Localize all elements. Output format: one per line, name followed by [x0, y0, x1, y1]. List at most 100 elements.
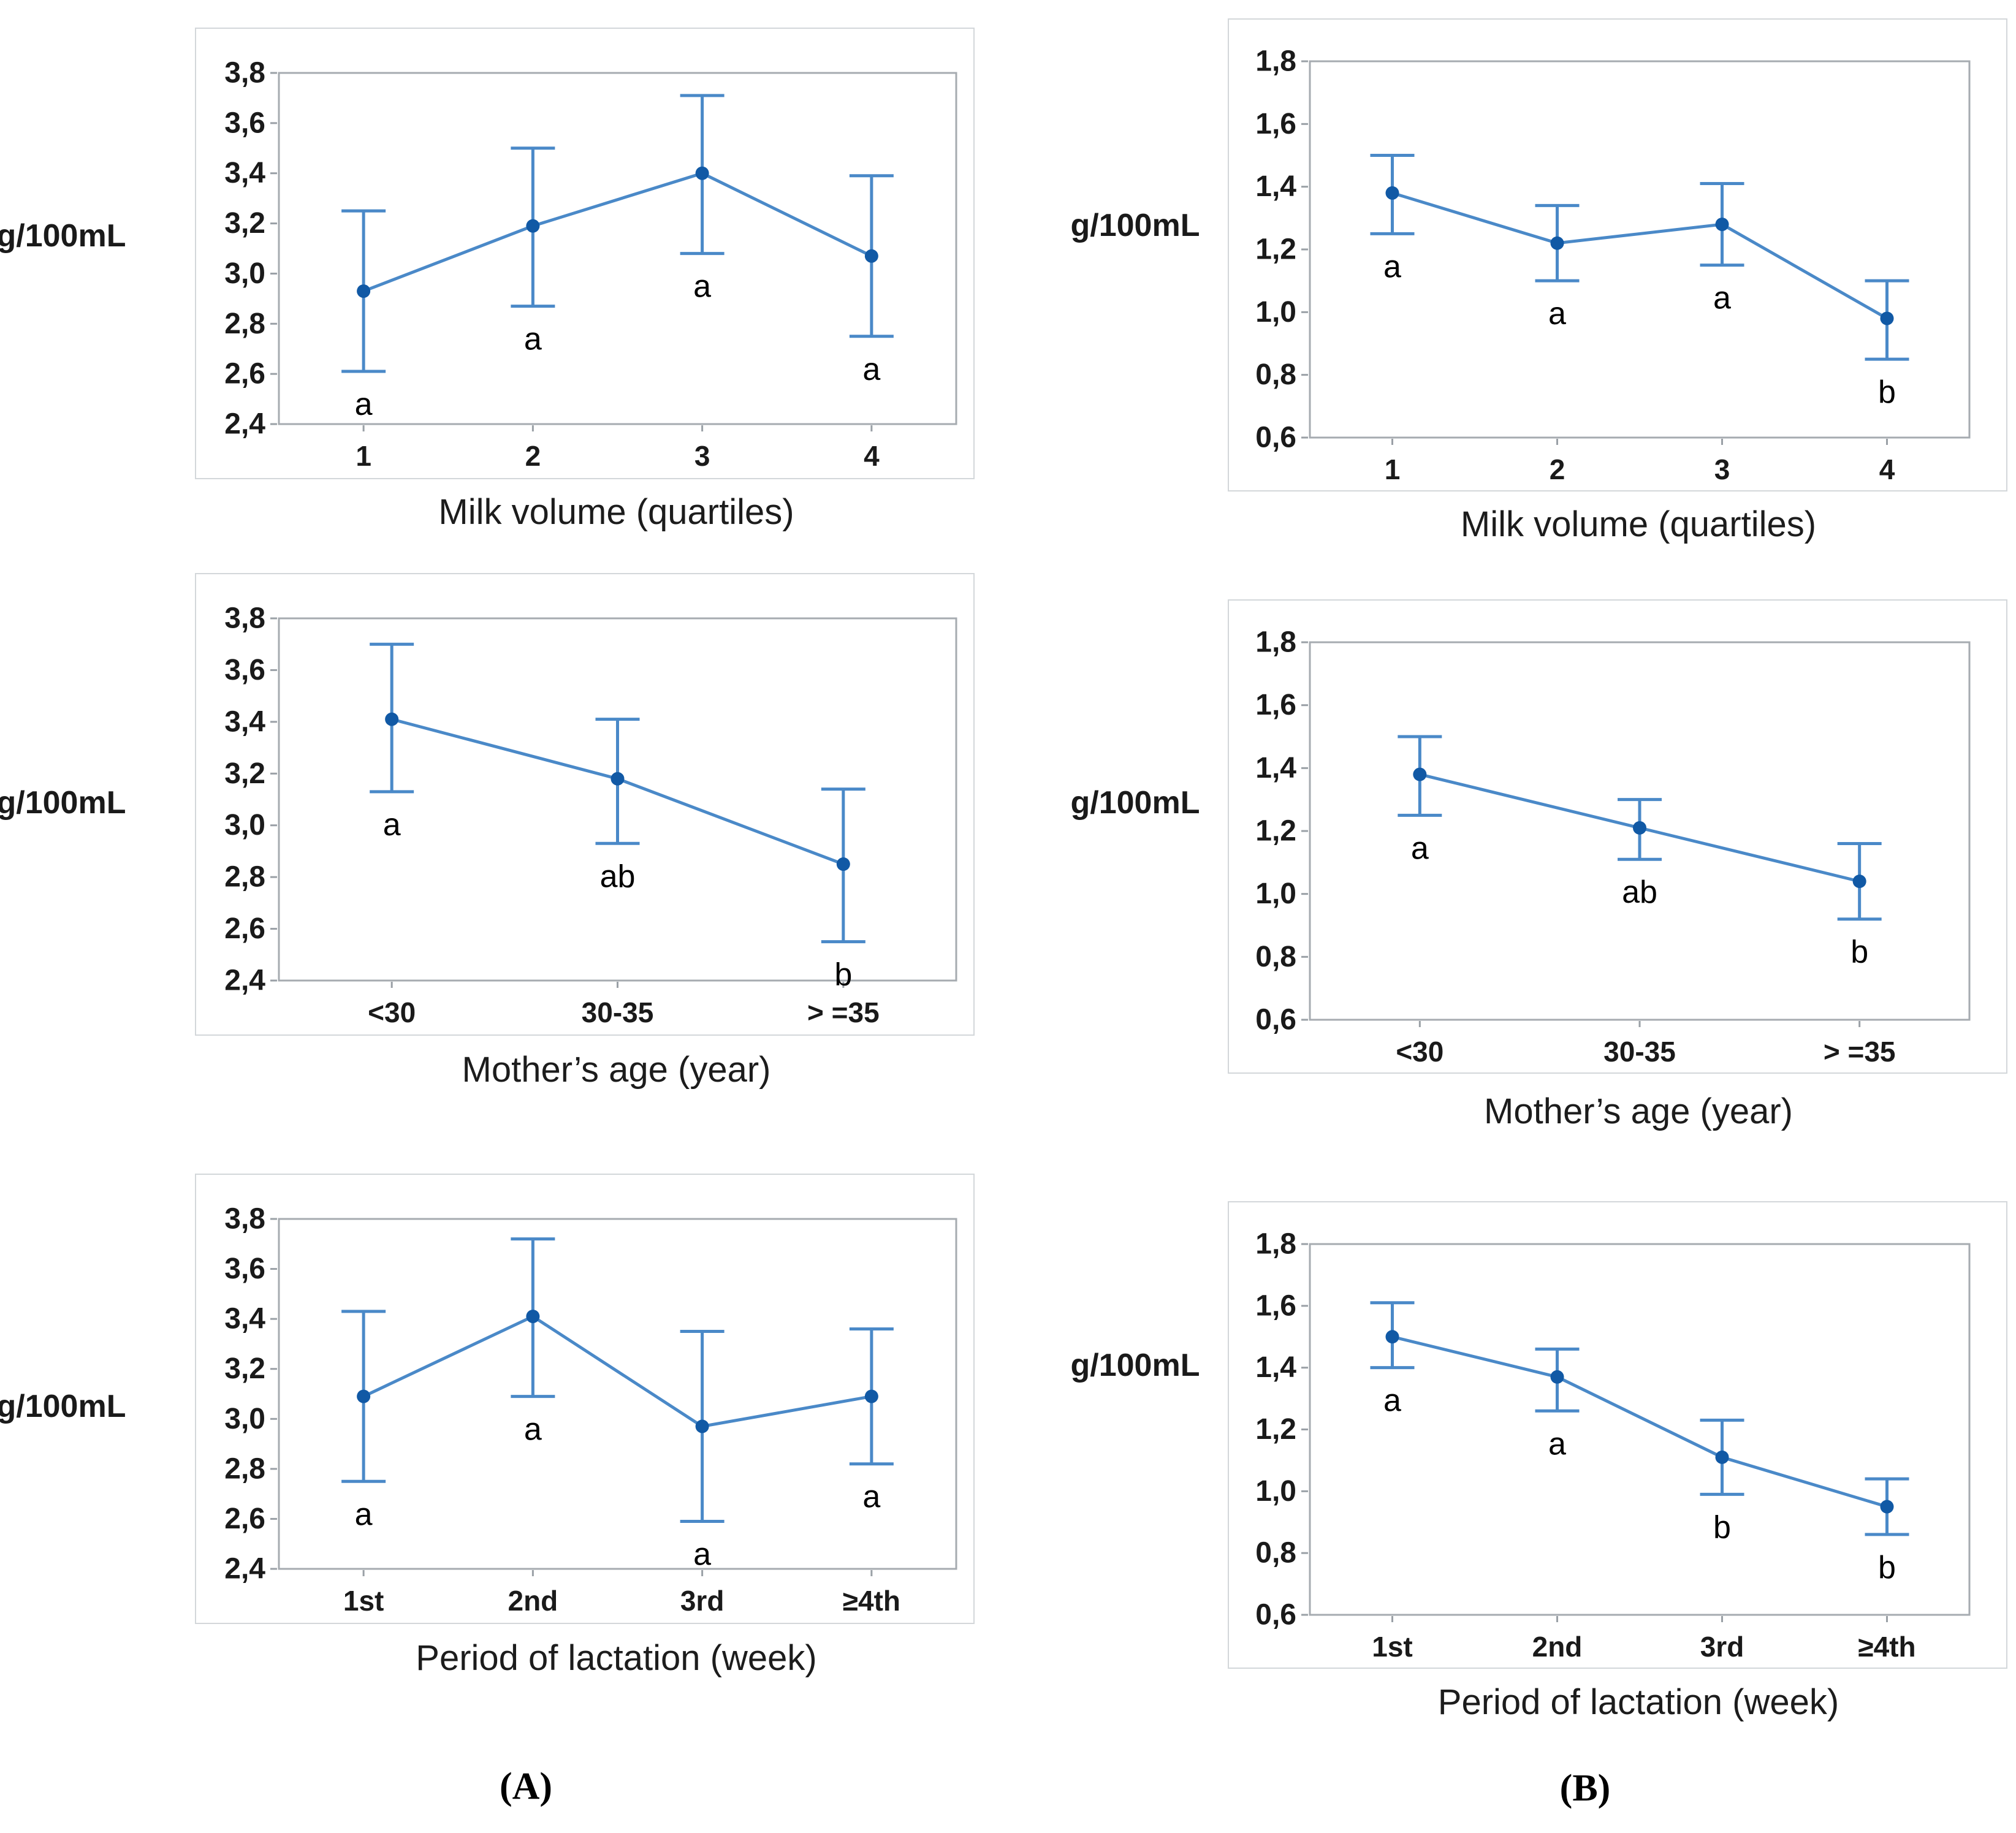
y-axis-unit-label-a3: g/100mL — [0, 1389, 126, 1424]
caption-a: (A) — [499, 1765, 553, 1807]
significance-letter: b — [834, 957, 852, 993]
significance-letter: a — [693, 1537, 711, 1573]
y-tick-label: 0,6 — [1255, 1599, 1296, 1631]
y-axis-unit-label-a1: g/100mL — [0, 218, 126, 254]
data-point — [836, 857, 850, 871]
data-point — [1550, 1370, 1564, 1384]
x-tick-label: ≥4th — [843, 1585, 900, 1617]
y-tick-label: 3,8 — [224, 1203, 265, 1235]
x-tick-label: 1st — [1372, 1631, 1412, 1663]
significance-letter: a — [1713, 281, 1731, 316]
panel-a-milk-volume: 3,8 3,6 3,4 3,2 3,0 2,8 2,6 2,4 1 2 3 4 a a a a — [195, 28, 975, 479]
y-tick-label: 0,8 — [1255, 359, 1296, 391]
x-tick-label: 30-35 — [582, 996, 654, 1028]
y-tick-label: 1,2 — [1255, 233, 1296, 266]
plot-frame — [278, 1218, 957, 1570]
significance-letter: a — [862, 1479, 880, 1515]
significance-letter: a — [693, 269, 711, 305]
x-tick-label: 4 — [864, 440, 880, 472]
y-tick-label: 3,4 — [224, 705, 265, 738]
y-tick-label: 2,8 — [224, 1452, 265, 1485]
chart-a-mothers-age: 3,8 3,6 3,4 3,2 3,0 2,8 2,6 2,4 <30 30-35 > =35 a ab… — [224, 602, 957, 1028]
y-tick-label: 0,6 — [1255, 422, 1296, 454]
y-tick-label: 3,2 — [224, 1353, 265, 1385]
y-tick-label: 3,6 — [224, 654, 265, 686]
plot-frame — [278, 72, 957, 425]
plot-frame — [1309, 1243, 1971, 1616]
y-tick-label: 1,4 — [1255, 170, 1296, 203]
significance-letter: b — [1851, 935, 1868, 970]
x-axis-title-b2: Mother’s age (year) — [1484, 1091, 1793, 1131]
x-tick-label: 2nd — [508, 1585, 558, 1617]
data-point — [611, 772, 625, 786]
data-point — [1385, 1330, 1399, 1344]
y-tick-label: 1,6 — [1255, 1289, 1296, 1322]
y-tick-label: 3,4 — [224, 157, 265, 189]
y-tick-label: 2,6 — [224, 358, 265, 390]
panel-a-lactation-period: 3,8 3,6 3,4 3,2 3,0 2,8 2,6 2,4 1st 2nd 3rd ≥4th a a a… — [195, 1174, 975, 1624]
x-tick-label: 1st — [343, 1585, 384, 1617]
caption-b: (B) — [1559, 1767, 1611, 1809]
x-tick-label: 3rd — [1700, 1631, 1744, 1663]
y-tick-label: 3,0 — [224, 257, 265, 290]
x-tick-label: 1 — [356, 440, 371, 472]
x-tick-label: 30-35 — [1603, 1036, 1676, 1068]
y-tick-label: 0,6 — [1255, 1004, 1296, 1036]
data-point — [864, 1389, 878, 1403]
x-tick-label: 3 — [1714, 454, 1730, 485]
x-axis-title-b1: Milk volume (quartiles) — [1460, 504, 1817, 544]
y-tick-label: 2,8 — [224, 308, 265, 340]
data-point — [385, 712, 399, 726]
y-tick-label: 3,8 — [224, 602, 265, 635]
series-line — [1391, 1335, 1888, 1508]
significance-letter: b — [1878, 1550, 1896, 1585]
y-tick-label: 0,8 — [1255, 1537, 1296, 1569]
x-axis-title-a3: Period of lactation (week) — [416, 1638, 817, 1678]
y-tick-label: 2,6 — [224, 1503, 265, 1535]
chart-b-milk-volume: 1,8 1,6 1,4 1,2 1,0 0,8 0,6 1 2 3 4 a a a b — [1255, 45, 1971, 485]
significance-letter: a — [524, 1412, 542, 1448]
x-tick-label: > =35 — [1824, 1036, 1896, 1068]
y-axis-unit-label-a2: g/100mL — [0, 785, 126, 821]
y-tick-label: 2,6 — [224, 913, 265, 945]
data-point — [526, 1310, 540, 1324]
y-tick-label: 2,4 — [224, 408, 265, 441]
x-tick-label: 4 — [1879, 454, 1895, 485]
chart-a-milk-volume: 3,8 3,6 3,4 3,2 3,0 2,8 2,6 2,4 1 2 3 4 a a a a — [224, 57, 957, 472]
y-tick-label: 1,6 — [1255, 108, 1296, 140]
plot-frame — [1309, 641, 1971, 1021]
x-tick-label: ≥4th — [1858, 1631, 1915, 1663]
plot-frame — [278, 617, 957, 982]
panel-b-lactation-period: 1,8 1,6 1,4 1,2 1,0 0,8 0,6 1st 2nd 3rd ≥4th a a b b — [1228, 1201, 2007, 1669]
data-point — [864, 249, 878, 263]
y-tick-label: 1,4 — [1255, 752, 1296, 784]
y-tick-label: 3,2 — [224, 207, 265, 240]
y-tick-label: 2,8 — [224, 861, 265, 894]
series-line — [363, 1315, 872, 1429]
x-tick-label: 3rd — [680, 1585, 725, 1617]
y-tick-label: 3,8 — [224, 57, 265, 89]
y-tick-label: 2,4 — [224, 1553, 265, 1585]
data-point — [1633, 821, 1646, 835]
data-point — [1880, 311, 1894, 325]
significance-letter: a — [355, 1497, 373, 1532]
y-tick-label: 1,0 — [1255, 296, 1296, 328]
x-tick-label: 1 — [1385, 454, 1401, 485]
data-point — [1852, 875, 1866, 889]
significance-letter: a — [1383, 249, 1401, 284]
y-tick-label: 3,6 — [224, 1253, 265, 1285]
data-point — [1385, 186, 1399, 200]
x-tick-label: 2 — [525, 440, 541, 472]
series-line — [1391, 191, 1888, 320]
y-tick-label: 1,4 — [1255, 1351, 1296, 1384]
x-tick-label: > =35 — [807, 996, 880, 1028]
significance-letter: a — [1411, 830, 1429, 866]
y-tick-label: 3,0 — [224, 1403, 265, 1435]
plot-frame — [1309, 60, 1971, 439]
y-tick-label: 3,2 — [224, 757, 265, 790]
data-point — [357, 284, 371, 298]
y-tick-label: 1,0 — [1255, 878, 1296, 910]
y-tick-label: 1,0 — [1255, 1475, 1296, 1508]
y-tick-label: 1,6 — [1255, 689, 1296, 721]
